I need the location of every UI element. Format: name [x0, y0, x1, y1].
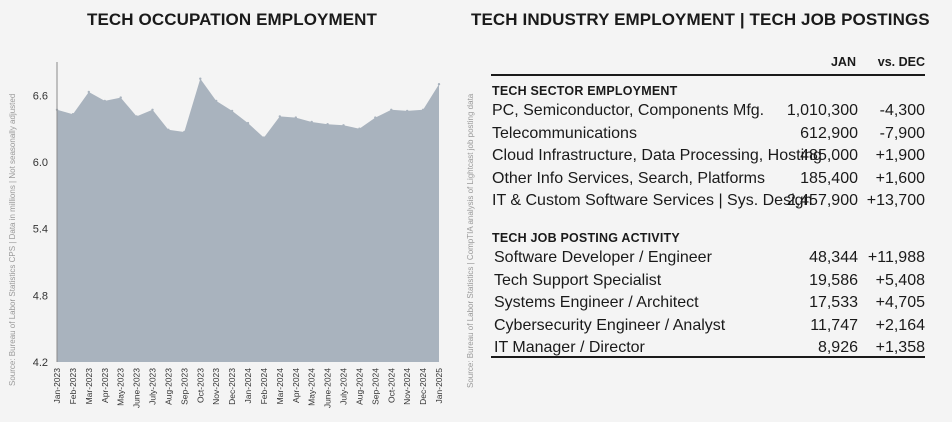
x-tick-label: Feb-2023 — [68, 368, 78, 405]
data-point — [246, 121, 250, 125]
y-tick-label: 4.8 — [33, 290, 48, 302]
data-point — [294, 116, 297, 119]
row-jan-value: 17,533 — [809, 294, 858, 312]
col-header-vs-dec: vs. DEC — [877, 55, 925, 69]
x-tick-label: Jan-2025 — [434, 368, 444, 404]
y-tick-label: 6.6 — [33, 90, 48, 102]
table-bottom-rule — [491, 356, 925, 358]
data-point — [326, 123, 329, 126]
row-dec-change: +1,600 — [875, 169, 925, 187]
x-tick-label: May-2024 — [307, 368, 317, 406]
row-label: IT & Custom Software Services | Sys. Des… — [492, 192, 813, 210]
section-title-postings: TECH JOB POSTING ACTIVITY — [492, 231, 680, 245]
data-point — [310, 120, 313, 124]
row-jan-value: 612,900 — [800, 124, 858, 142]
y-tick-label: 6.0 — [33, 157, 48, 169]
x-tick-label: Jan-2024 — [243, 368, 253, 404]
x-tick-label: Dec-2023 — [227, 368, 237, 405]
row-label: PC, Semiconductor, Components Mfg. — [492, 102, 765, 119]
x-tick-label: Oct-2023 — [195, 368, 205, 403]
data-point — [342, 124, 345, 127]
x-tick-label: Aug-2023 — [163, 368, 173, 405]
data-point — [406, 109, 409, 113]
x-tick-label: July-2023 — [148, 368, 158, 405]
data-point — [167, 128, 170, 131]
x-tick-label: Aug-2024 — [354, 368, 364, 405]
data-point — [437, 83, 441, 86]
data-point — [199, 77, 202, 80]
row-dec-change: +4,705 — [875, 294, 925, 312]
row-jan-value: 8,926 — [817, 339, 858, 357]
row-jan-value: 19,586 — [809, 271, 858, 289]
data-point — [135, 115, 138, 118]
left-chart-title: TECH OCCUPATION EMPLOYMENT — [87, 10, 378, 29]
data-point — [71, 113, 75, 116]
row-label: Systems Engineer / Architect — [494, 294, 699, 312]
data-point — [87, 90, 91, 94]
row-jan-value: 485,000 — [800, 147, 858, 165]
y-tick-label: 4.2 — [33, 357, 48, 369]
row-jan-value: 2,457,900 — [786, 192, 858, 210]
row-label: Cybersecurity Engineer / Analyst — [494, 316, 726, 334]
row-jan-value: 48,344 — [809, 249, 858, 266]
data-point — [262, 136, 266, 139]
data-point — [183, 130, 186, 134]
row-label: IT Manager / Director — [494, 339, 645, 357]
x-tick-label: Dec-2024 — [418, 368, 428, 405]
header-divider — [491, 74, 925, 76]
data-point — [358, 127, 361, 130]
data-point — [103, 99, 107, 103]
col-header-jan: JAN — [830, 55, 856, 69]
x-tick-label: Mar-2024 — [275, 368, 285, 405]
row-label: Cloud Infrastructure, Data Processing, H… — [492, 147, 822, 165]
x-tick-label: Apr-2024 — [291, 368, 301, 403]
data-point — [421, 108, 425, 112]
row-dec-change: +2,164 — [875, 316, 925, 334]
x-tick-label: Apr-2023 — [100, 368, 110, 403]
x-tick-label: Nov-2023 — [211, 368, 221, 405]
employment-area-chart: 4.2 4.8 5.4 6.0 6.6 Jan-2023 Feb-2023 Mar-2023 A… — [33, 62, 444, 408]
row-label: Software Developer / Engineer — [494, 249, 712, 266]
data-point — [119, 96, 122, 99]
data-point — [390, 108, 393, 112]
x-tick-label: June-2024 — [323, 368, 333, 408]
x-tick-label: Oct-2024 — [386, 368, 396, 403]
x-tick-label: May-2023 — [116, 368, 126, 406]
row-jan-value: 185,400 — [800, 169, 858, 187]
row-jan-value: 11,747 — [810, 316, 858, 334]
section-title-employment: TECH SECTOR EMPLOYMENT — [492, 84, 678, 98]
x-tick-label: Sep-2023 — [179, 368, 189, 405]
data-point — [230, 109, 234, 113]
data-point — [278, 115, 281, 118]
x-tick-label: Nov-2024 — [402, 368, 412, 405]
row-dec-change: -7,900 — [879, 124, 925, 142]
row-dec-change: +1,358 — [875, 339, 925, 357]
x-tick-label: July-2024 — [339, 368, 349, 405]
row-label: Tech Support Specialist — [494, 271, 662, 289]
x-tick-label: Sep-2024 — [370, 368, 380, 405]
data-point — [215, 99, 218, 103]
row-label: Other Info Services, Search, Platforms — [492, 169, 765, 187]
x-tick-label: June-2023 — [132, 368, 142, 408]
row-jan-value: 1,010,300 — [786, 102, 858, 119]
right-panel-title: TECH INDUSTRY EMPLOYMENT | TECH JOB POST… — [471, 10, 930, 29]
row-dec-change: +13,700 — [866, 192, 925, 210]
row-dec-change: +1,900 — [875, 147, 925, 165]
row-label: Telecommunications — [492, 124, 637, 142]
employment-area-series — [57, 78, 439, 362]
right-source-note: Source: Bureau of Labor Statistics | Com… — [466, 93, 475, 388]
x-tick-label: Feb-2024 — [259, 368, 269, 405]
row-dec-change: +11,988 — [867, 249, 925, 266]
x-tick-label: Mar-2023 — [84, 368, 94, 405]
data-point — [374, 116, 377, 119]
x-tick-label: Jan-2023 — [52, 368, 62, 404]
y-tick-label: 5.4 — [33, 224, 48, 236]
row-dec-change: -4,300 — [879, 102, 925, 119]
data-point — [151, 108, 154, 112]
row-dec-change: +5,408 — [875, 271, 925, 289]
